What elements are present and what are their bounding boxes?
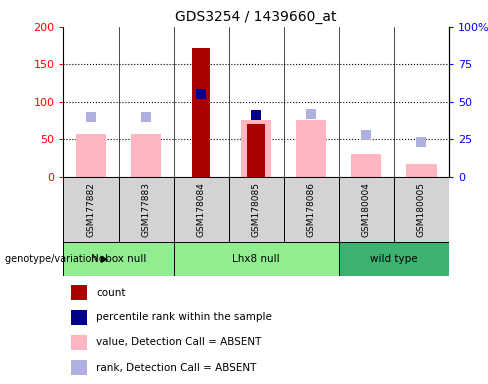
Bar (63, 177, 119, 242)
Text: GSM178084: GSM178084 (197, 182, 205, 237)
Bar (296, 121, 326, 177)
Bar (247, 124, 265, 177)
Bar (119, 177, 174, 242)
Bar (76, 134, 106, 177)
Bar (131, 134, 161, 177)
Bar (63, 242, 174, 276)
Text: GSM178085: GSM178085 (252, 182, 261, 237)
Bar (174, 242, 339, 276)
Text: Lhx8 null: Lhx8 null (232, 254, 280, 264)
Bar (71, 310, 86, 325)
Title: GDS3254 / 1439660_at: GDS3254 / 1439660_at (176, 10, 337, 25)
Text: genotype/variation ▶: genotype/variation ▶ (5, 254, 108, 264)
Point (418, 139, 426, 145)
Bar (229, 177, 284, 242)
Bar (339, 242, 449, 276)
Text: percentile rank within the sample: percentile rank within the sample (96, 312, 272, 322)
Point (142, 114, 150, 120)
Text: GSM180005: GSM180005 (417, 182, 426, 237)
Point (363, 132, 370, 138)
Bar (71, 334, 86, 349)
Text: value, Detection Call = ABSENT: value, Detection Call = ABSENT (96, 337, 262, 347)
Text: wild type: wild type (370, 254, 418, 264)
Point (252, 112, 260, 118)
Text: rank, Detection Call = ABSENT: rank, Detection Call = ABSENT (96, 363, 257, 373)
Bar (394, 177, 449, 242)
Point (307, 111, 315, 117)
Bar (407, 164, 437, 177)
Text: GSM177883: GSM177883 (142, 182, 151, 237)
Text: GSM180004: GSM180004 (362, 182, 371, 237)
Bar (71, 360, 86, 376)
Text: Nobox null: Nobox null (91, 254, 146, 264)
Bar (284, 177, 339, 242)
Bar (351, 154, 382, 177)
Text: GSM178086: GSM178086 (307, 182, 316, 237)
Text: GSM177882: GSM177882 (86, 182, 96, 237)
Bar (71, 285, 86, 300)
Bar (339, 177, 394, 242)
Text: count: count (96, 288, 126, 298)
Point (197, 91, 205, 98)
Bar (192, 48, 210, 177)
Bar (241, 121, 271, 177)
Bar (174, 177, 229, 242)
Point (87, 114, 95, 120)
